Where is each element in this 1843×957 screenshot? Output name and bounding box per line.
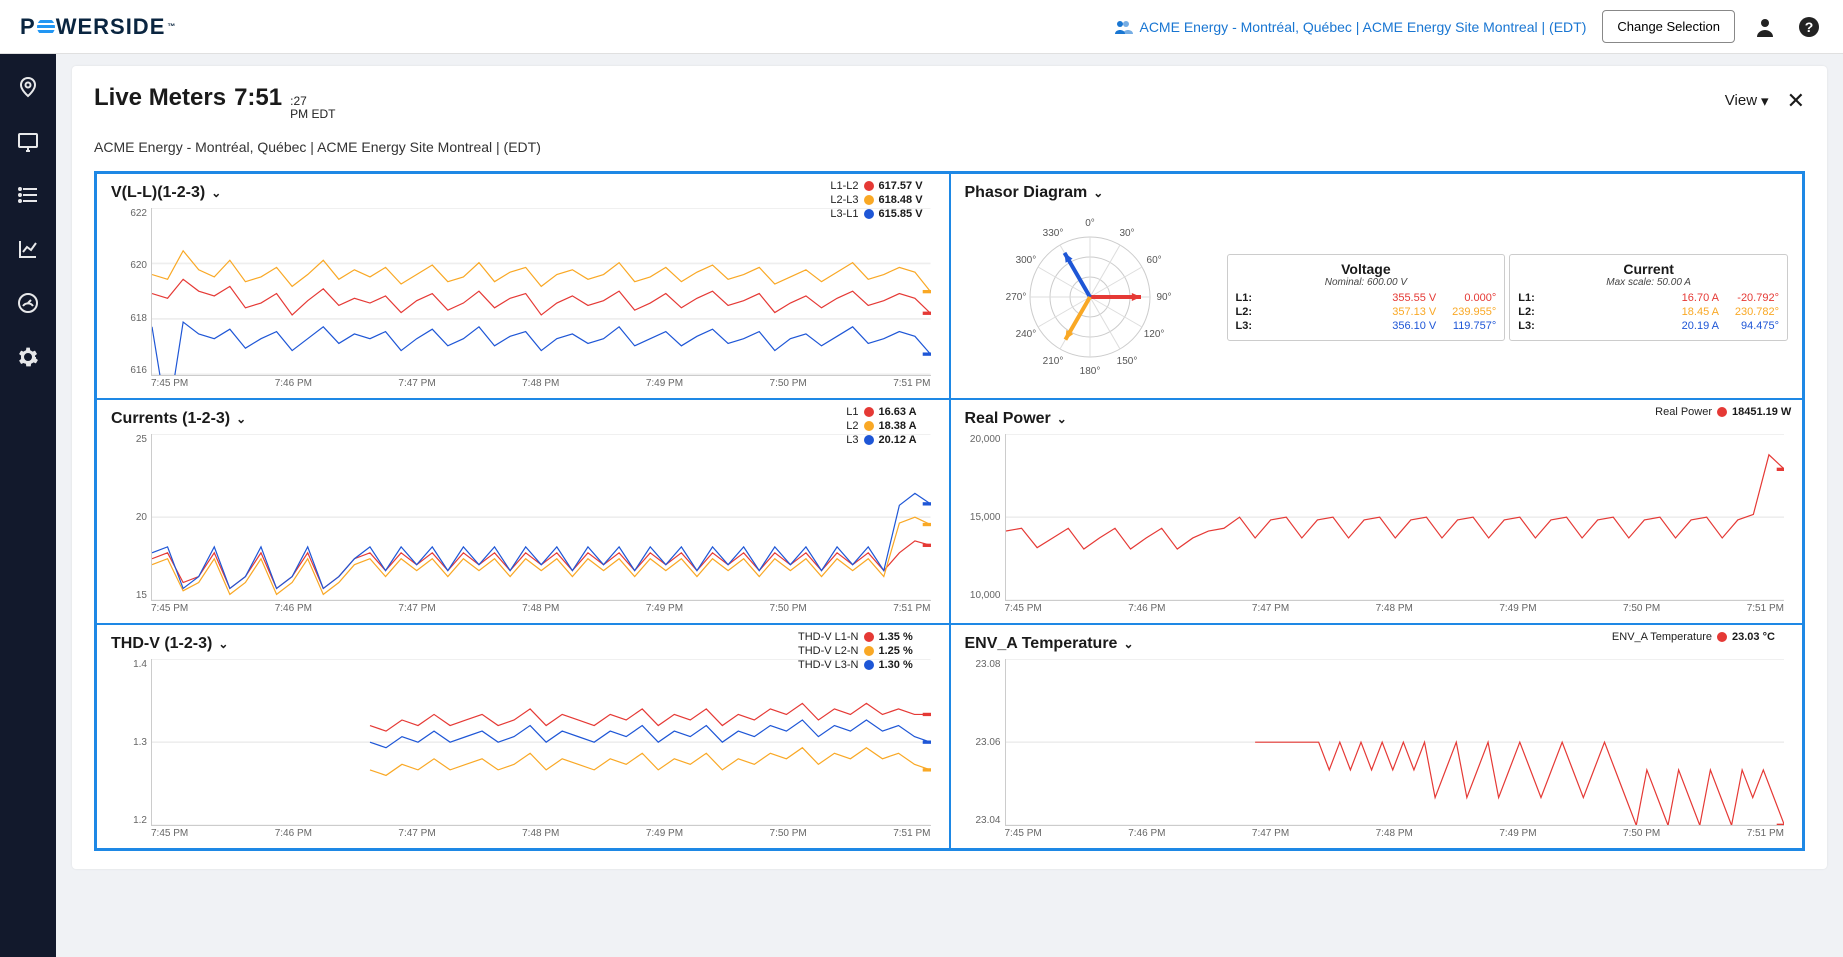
main-content: Live Meters 7:51 :27 PM EDT View ▾ ✕ ACM… (56, 54, 1843, 957)
svg-text:330°: 330° (1042, 228, 1063, 239)
help-icon[interactable]: ? (1795, 13, 1823, 41)
nav-list-icon[interactable] (15, 182, 41, 208)
svg-text:240°: 240° (1015, 329, 1036, 340)
page-time: 7:51 (234, 84, 282, 112)
nav-settings-icon[interactable] (15, 344, 41, 370)
voltage-readout: Voltage Nominal: 600.00 V L1:355.55 V0.0… (1227, 254, 1506, 341)
org-context-text: ACME Energy - Montréal, Québec | ACME En… (1139, 19, 1586, 35)
panel: Live Meters 7:51 :27 PM EDT View ▾ ✕ ACM… (72, 66, 1827, 869)
voltage-title[interactable]: V(L-L)(1-2-3)⌄ (111, 184, 935, 202)
temp-cell: ENV_A Temperature⌄ ENV_A Temperature23.0… (950, 624, 1804, 849)
svg-text:210°: 210° (1042, 356, 1063, 367)
nav-chart-icon[interactable] (15, 236, 41, 262)
svg-text:0°: 0° (1085, 218, 1095, 229)
realpower-cell: Real Power⌄ Real Power18451.19 W 20,0001… (950, 399, 1804, 624)
user-icon[interactable] (1751, 13, 1779, 41)
nav-location-icon[interactable] (15, 74, 41, 100)
brand-text: WERSIDE (56, 14, 166, 40)
thdv-cell: THD-V (1-2-3)⌄ THD-V L1-N1.35 %THD-V L2-… (96, 624, 950, 849)
svg-text:60°: 60° (1146, 255, 1161, 266)
svg-text:150°: 150° (1116, 356, 1137, 367)
people-icon (1113, 17, 1133, 37)
svg-text:180°: 180° (1079, 366, 1100, 377)
svg-text:?: ? (1805, 19, 1814, 35)
svg-text:90°: 90° (1156, 292, 1171, 303)
brand-o-icon (37, 18, 55, 36)
caret-down-icon: ▾ (1761, 92, 1769, 110)
org-context[interactable]: ACME Energy - Montréal, Québec | ACME En… (1113, 17, 1586, 37)
page-time-tz: PM EDT (290, 108, 335, 121)
view-label: View (1725, 92, 1757, 109)
brand-logo: P WERSIDE™ (20, 14, 176, 40)
close-icon[interactable]: ✕ (1787, 88, 1805, 114)
chevron-down-icon: ⌄ (1057, 412, 1067, 426)
phasor-title[interactable]: Phasor Diagram⌄ (965, 184, 1789, 202)
sidebar (0, 54, 56, 957)
currents-cell: Currents (1-2-3)⌄ L116.63 AL218.38 AL320… (96, 399, 950, 624)
chevron-down-icon: ⌄ (211, 186, 221, 200)
meter-grid: V(L-L)(1-2-3)⌄ L1-L2617.57 VL2-L3618.48 … (94, 171, 1805, 851)
current-readout: Current Max scale: 50.00 A L1:16.70 A-20… (1509, 254, 1788, 341)
voltage-cell: V(L-L)(1-2-3)⌄ L1-L2617.57 VL2-L3618.48 … (96, 173, 950, 398)
brand-text: P (20, 14, 36, 40)
currents-title[interactable]: Currents (1-2-3)⌄ (111, 410, 935, 428)
page-title: Live Meters (94, 84, 226, 112)
svg-text:270°: 270° (1005, 292, 1026, 303)
phasor-cell: Phasor Diagram⌄ 0° 30° 60° 90° 120° 150° 180° 2… (950, 173, 1804, 398)
view-dropdown[interactable]: View ▾ (1725, 92, 1769, 110)
chevron-down-icon: ⌄ (236, 412, 246, 426)
topbar: P WERSIDE™ ACME Energy - Montréal, Québe… (0, 0, 1843, 54)
change-selection-button[interactable]: Change Selection (1602, 10, 1735, 43)
nav-dashboard-icon[interactable] (15, 128, 41, 154)
chevron-down-icon: ⌄ (1123, 637, 1133, 651)
chevron-down-icon: ⌄ (218, 637, 228, 651)
svg-text:300°: 300° (1015, 255, 1036, 266)
nav-meter-icon[interactable] (15, 290, 41, 316)
breadcrumb: ACME Energy - Montréal, Québec | ACME En… (94, 139, 1805, 155)
svg-text:30°: 30° (1119, 228, 1134, 239)
svg-text:120°: 120° (1143, 329, 1164, 340)
chevron-down-icon: ⌄ (1093, 186, 1103, 200)
